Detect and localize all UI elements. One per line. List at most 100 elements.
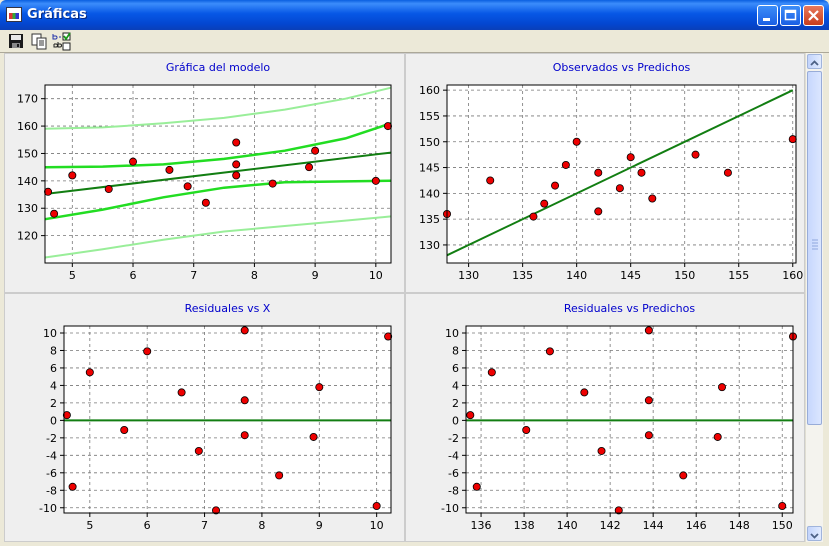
data-point: [232, 138, 241, 147]
x-tick-label: 5: [69, 269, 76, 282]
copy-icon: [31, 33, 47, 50]
plot-area: [447, 85, 796, 263]
y-tick-label: -4: [448, 449, 459, 462]
data-point: [129, 157, 138, 166]
data-point: [240, 431, 249, 440]
data-point: [232, 160, 241, 169]
data-point: [551, 181, 560, 190]
y-tick-label: 10: [43, 327, 57, 340]
y-tick-label: 0: [50, 414, 57, 427]
x-tick-label: 155: [728, 269, 749, 282]
chart-title: Gráfica del modelo: [166, 61, 271, 74]
save-button[interactable]: [7, 32, 25, 50]
data-point: [315, 383, 324, 392]
y-tick-label: -10: [39, 502, 57, 515]
y-tick-label: -2: [46, 432, 57, 445]
data-point: [240, 326, 249, 335]
grip-icon: [812, 239, 818, 250]
data-point: [522, 425, 531, 434]
series-line-pred-upper: [44, 86, 392, 130]
chart-residuals-vs-predicted-panel: Residuales vs Predichos 136 138 140 142 144 14…: [405, 293, 805, 542]
labels-toggle-button[interactable]: [52, 32, 71, 51]
data-point: [597, 446, 606, 455]
x-tick-label: 140: [557, 519, 578, 532]
series-line-identity: [446, 89, 794, 257]
data-point: [305, 163, 314, 172]
x-tick-label: 145: [620, 269, 641, 282]
data-point: [372, 502, 381, 511]
y-tick-label: 145: [419, 162, 440, 175]
data-point: [545, 347, 554, 356]
data-point: [572, 137, 581, 146]
x-tick-label: 150: [772, 519, 793, 532]
data-point: [62, 411, 71, 420]
scroll-up-button[interactable]: [807, 54, 822, 69]
x-tick-label: 148: [729, 519, 750, 532]
y-tick-label: -10: [441, 502, 459, 515]
data-point: [268, 179, 277, 188]
x-tick-label: 135: [512, 269, 533, 282]
toolbar: [0, 30, 829, 53]
chart-observed-vs-predicted-panel: Observados vs Predichos 130 135 140 145 150 15…: [405, 53, 805, 293]
close-button[interactable]: [803, 5, 824, 26]
data-point: [143, 347, 152, 356]
y-tick-label: 160: [419, 84, 440, 97]
data-point: [68, 482, 77, 491]
data-point: [637, 168, 646, 177]
y-tick-label: 2: [452, 397, 459, 410]
data-point: [561, 160, 570, 169]
y-tick-label: 140: [17, 175, 38, 188]
data-point: [201, 198, 210, 207]
plot-frame: [63, 325, 392, 514]
data-point: [788, 135, 797, 144]
x-tick-label: 160: [782, 269, 803, 282]
chart-residuals-vs-x-panel: Residuales vs X 5 6 7 8 9 10 -10 -8 -6 -4 -2 0 2 4 6 8 10: [4, 293, 405, 542]
scroll-thumb[interactable]: [807, 71, 822, 425]
maximize-icon: [784, 9, 797, 21]
y-tick-label: 150: [17, 147, 38, 160]
copy-button[interactable]: [30, 32, 48, 50]
y-tick-label: 8: [452, 344, 459, 357]
plot-frame: [446, 84, 797, 264]
minimize-icon: [763, 18, 770, 21]
series-line-pred-lower: [44, 215, 392, 259]
data-point: [594, 168, 603, 177]
plot-frame: [465, 325, 794, 514]
y-tick-label: 4: [50, 379, 57, 392]
y-tick-label: 130: [419, 239, 440, 252]
data-point: [487, 368, 496, 377]
x-tick-label: 10: [370, 519, 384, 532]
title-bar[interactable]: Gráficas: [0, 0, 829, 30]
y-tick-label: 6: [452, 362, 459, 375]
y-tick-label: 2: [50, 397, 57, 410]
y-tick-label: 135: [419, 213, 440, 226]
data-point: [486, 176, 495, 185]
y-tick-label: 120: [17, 230, 38, 243]
data-point: [644, 396, 653, 405]
data-point: [626, 153, 635, 162]
data-point: [713, 432, 722, 441]
y-tick-label: 170: [17, 93, 38, 106]
maximize-button[interactable]: [780, 5, 801, 26]
x-tick-label: 8: [258, 519, 265, 532]
charts-area: Gráfica del modelo 5 6 7 8 9 10 120 130 140 150 160…: [4, 53, 805, 542]
minimize-button[interactable]: [757, 5, 778, 26]
data-point: [580, 388, 589, 397]
x-tick-label: 7: [201, 519, 208, 532]
scroll-down-button[interactable]: [807, 526, 822, 541]
data-point: [718, 383, 727, 392]
data-point: [85, 368, 94, 377]
data-point: [44, 187, 53, 196]
series-line-conf-lower: [44, 179, 392, 221]
x-tick-label: 146: [686, 519, 707, 532]
data-point: [691, 150, 700, 159]
y-tick-label: -2: [448, 432, 459, 445]
y-tick-label: 160: [17, 120, 38, 133]
vertical-scrollbar[interactable]: [805, 53, 823, 542]
y-tick-label: -4: [46, 449, 57, 462]
chevron-up-icon: [810, 60, 819, 66]
x-tick-label: 6: [144, 519, 151, 532]
y-tick-label: 0: [452, 414, 459, 427]
chart-title: Residuales vs Predichos: [564, 302, 695, 315]
